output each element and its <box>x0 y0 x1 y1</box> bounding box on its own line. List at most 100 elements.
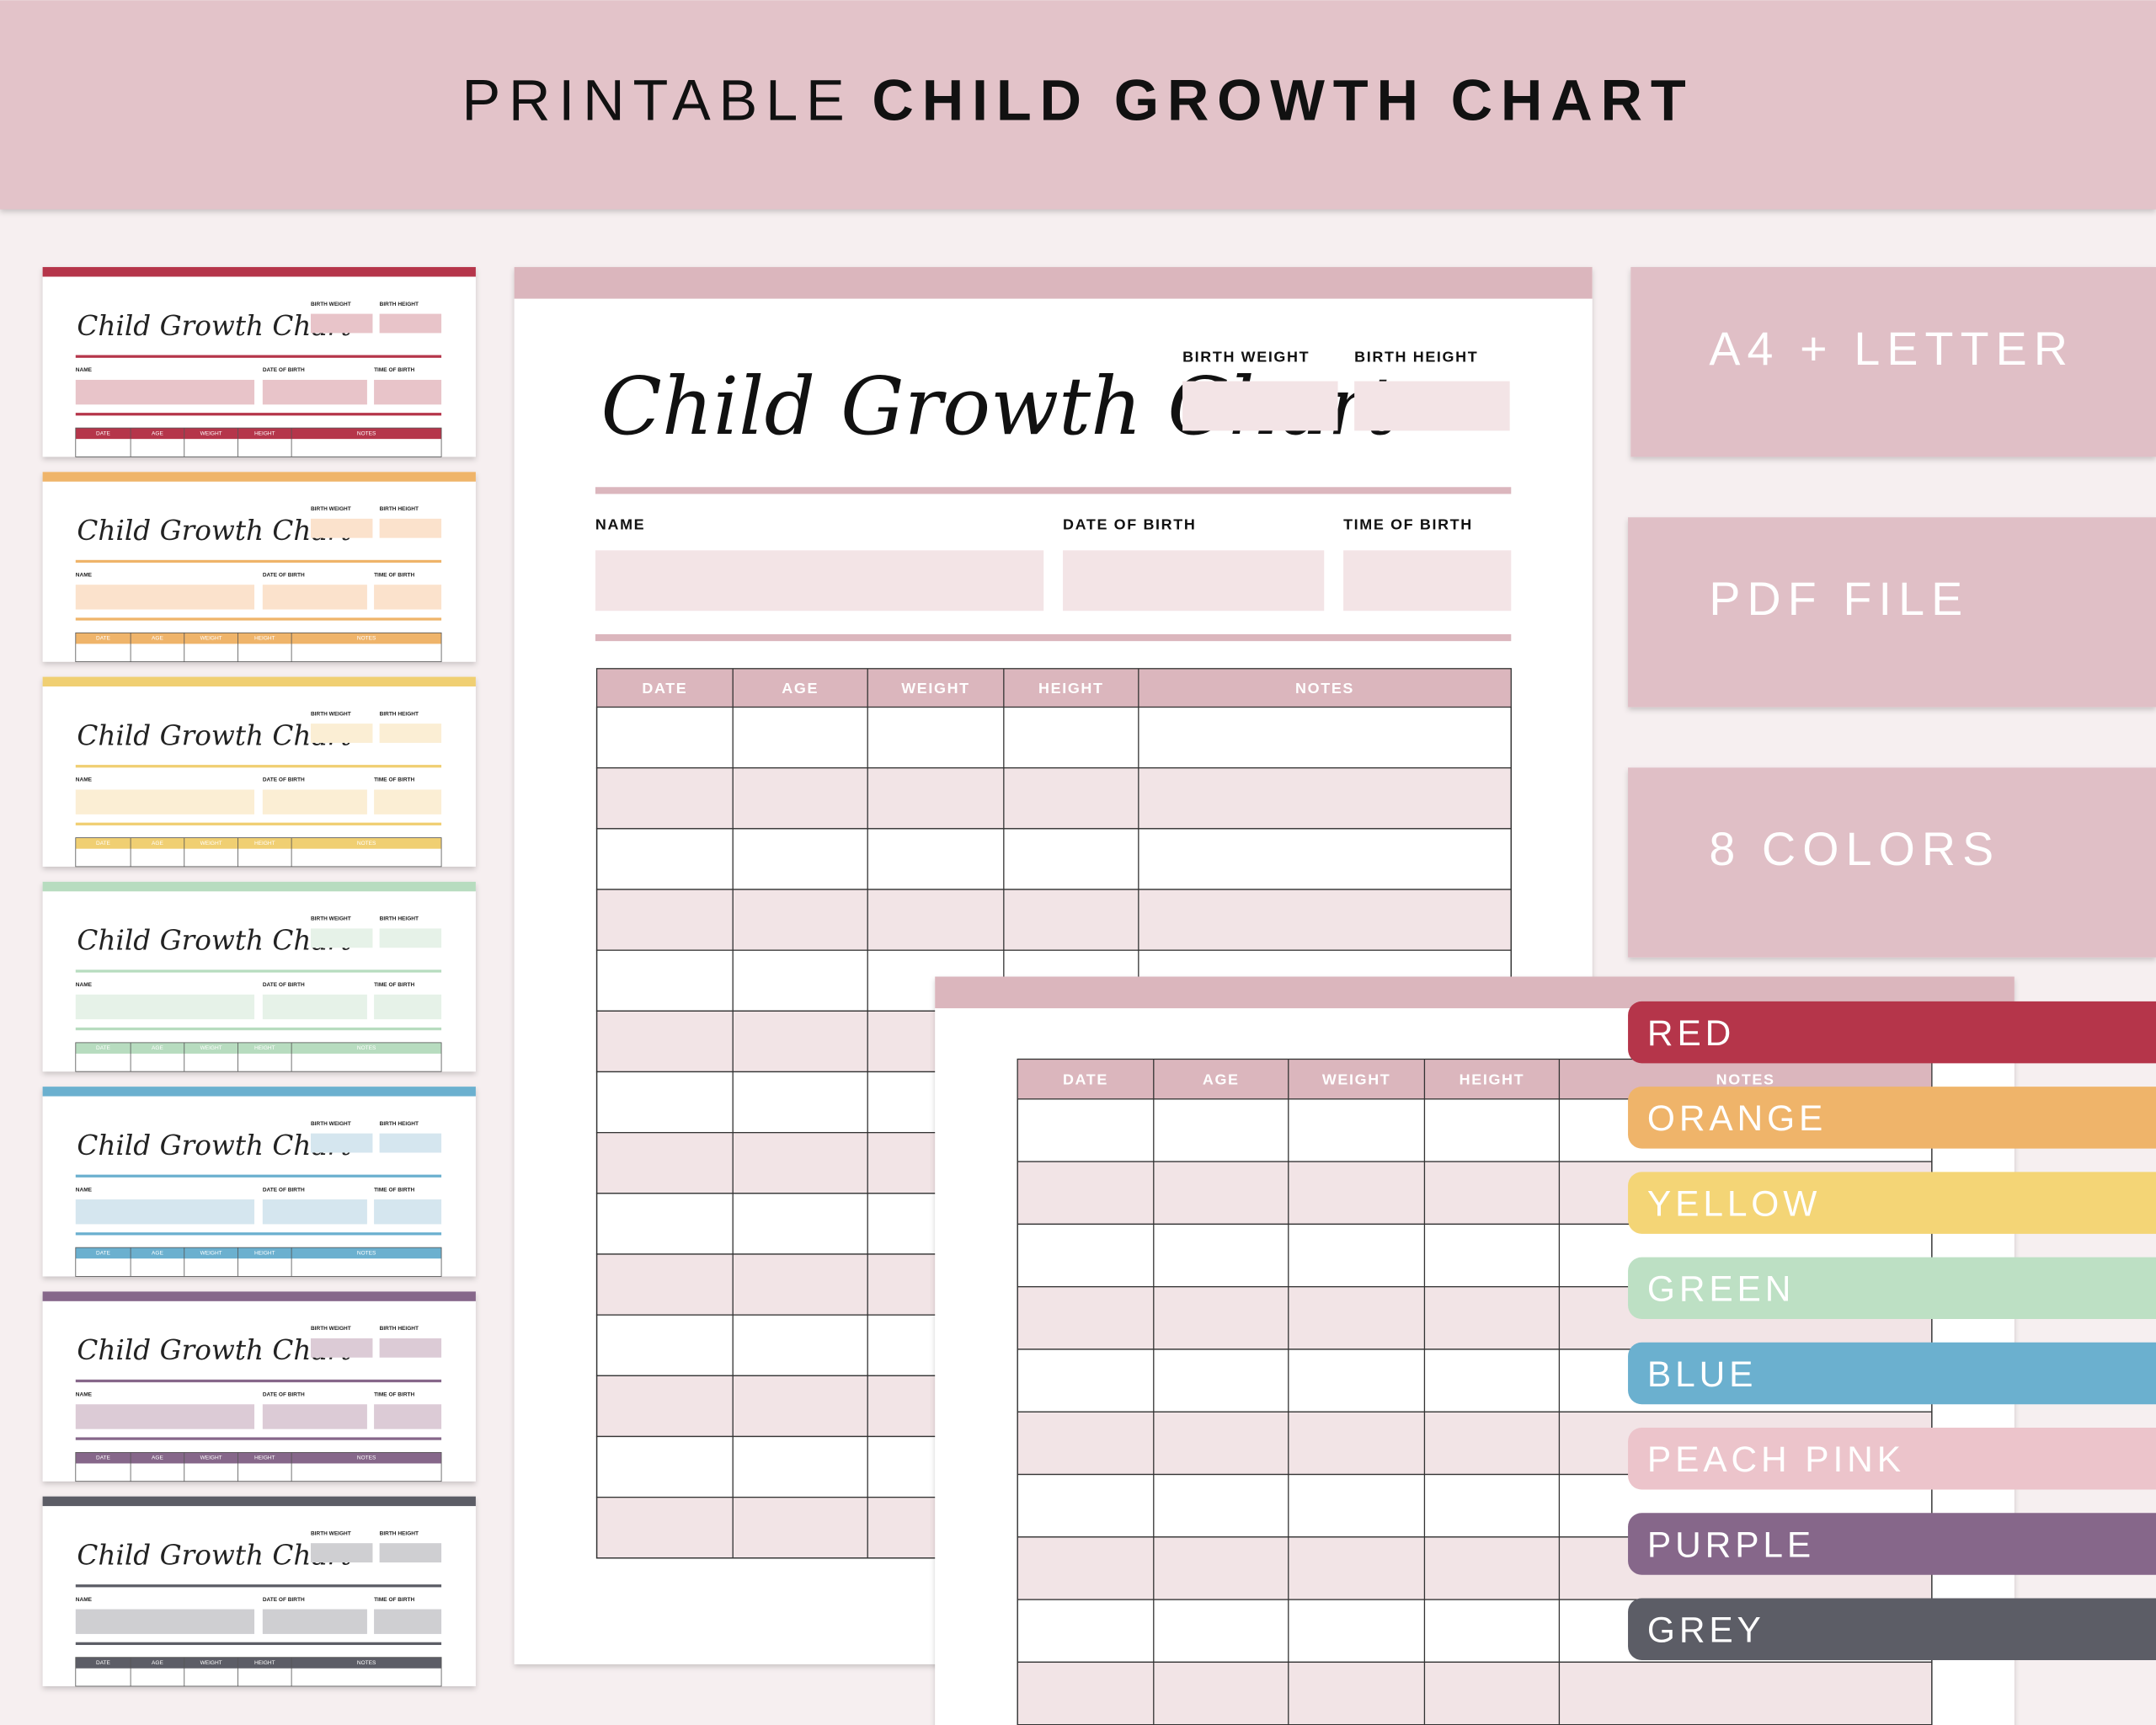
thumbnail-label: TIME OF BIRTH <box>374 1597 414 1603</box>
thumbnail: Child Growth Chart BIRTH WEIGHT BIRTH HEIG… <box>42 676 476 868</box>
thumbnail-table-header <box>75 1657 442 1669</box>
thumbnail-label: BIRTH WEIGHT <box>311 711 351 717</box>
thumbnail-field <box>310 1133 373 1153</box>
thumbnail-label: TIME OF BIRTH <box>374 1392 414 1398</box>
thumbnail-column: AGE <box>152 1250 163 1256</box>
thumbnail-label: TIME OF BIRTH <box>374 982 414 988</box>
feature-text: A4 + LETTER <box>1709 323 2074 375</box>
thumbnail-field <box>310 518 373 538</box>
thumbnail-column: WEIGHT <box>200 1045 222 1051</box>
rule <box>595 633 1512 642</box>
thumbnail: Child Growth Chart BIRTH WEIGHT BIRTH HEIG… <box>42 1496 476 1687</box>
thumbnail-label: BIRTH HEIGHT <box>380 302 419 307</box>
thumbnail-label: BIRTH WEIGHT <box>311 916 351 922</box>
color-name: GREEN <box>1647 1269 1795 1309</box>
sheet-bar <box>514 267 1593 299</box>
thumbnail-rule <box>75 1584 442 1588</box>
thumbnail-rule <box>75 1642 442 1645</box>
table-row <box>595 706 1512 769</box>
thumbnail-bar <box>42 1087 476 1097</box>
color-name: PEACH PINK <box>1647 1439 1905 1479</box>
column-header: NOTES <box>1716 1071 1775 1088</box>
thumbnail-page <box>42 1087 476 1277</box>
thumbnail-label: DATE OF BIRTH <box>263 1392 305 1398</box>
color-name: RED <box>1647 1013 1735 1053</box>
thumbnail-rule <box>75 969 442 973</box>
thumbnail-column: AGE <box>152 841 163 846</box>
thumbnail-label: NAME <box>76 1392 93 1398</box>
thumbnail-rule <box>75 1232 442 1236</box>
thumbnail-column: DATE <box>96 1455 111 1461</box>
thumbnail-label: BIRTH WEIGHT <box>311 1530 351 1536</box>
feature-card <box>1628 517 2156 708</box>
thumbnail-field <box>374 1609 442 1634</box>
thumbnail-page <box>42 472 476 662</box>
column-header: HEIGHT <box>1460 1071 1525 1088</box>
thumbnail-field <box>262 379 367 405</box>
thumbnail-title: Child Growth Chart <box>77 515 352 547</box>
thumbnail-column: HEIGHT <box>254 636 275 642</box>
thumbnail-field <box>310 1543 373 1563</box>
thumbnail-label: BIRTH HEIGHT <box>380 1326 419 1332</box>
thumbnail-field <box>75 585 255 610</box>
thumbnail-label: BIRTH WEIGHT <box>311 1121 351 1127</box>
thumbnail-column: NOTES <box>357 1660 376 1666</box>
thumbnail-field <box>379 1543 442 1563</box>
thumbnail-bar <box>42 1291 476 1301</box>
thumbnail-rule <box>75 822 442 825</box>
thumbnail-label: BIRTH WEIGHT <box>311 302 351 307</box>
header-light: PRINTABLE <box>462 68 852 133</box>
thumbnail-page <box>42 676 476 867</box>
thumbnail-table-header <box>75 1247 442 1259</box>
thumbnail: Child Growth Chart BIRTH WEIGHT BIRTH HEIG… <box>42 1087 476 1277</box>
thumbnail-field <box>379 1133 442 1153</box>
thumbnail-page <box>42 267 476 457</box>
thumbnail-page <box>42 1496 476 1686</box>
thumbnail-field <box>310 1338 373 1358</box>
thumbnail-label: DATE OF BIRTH <box>263 777 305 783</box>
thumbnail-rule <box>75 1027 442 1031</box>
column-header: AGE <box>1203 1071 1240 1088</box>
thumbnail-field <box>374 994 442 1020</box>
color-tab <box>1628 1428 2156 1490</box>
thumbnail-field <box>310 928 373 948</box>
thumbnail-field <box>75 789 255 814</box>
header-bold: CHILD GROWTH CHART <box>872 68 1694 133</box>
thumbnail-column: WEIGHT <box>200 841 222 846</box>
thumbnail-page <box>42 881 476 1072</box>
thumbnail-column: HEIGHT <box>254 1660 275 1666</box>
field-label: BIRTH WEIGHT <box>1182 349 1310 366</box>
thumbnail-column: DATE <box>96 1045 111 1051</box>
thumbnail-column: DATE <box>96 430 111 436</box>
thumbnail-title: Child Growth Chart <box>77 1539 352 1571</box>
thumbnail-label: DATE OF BIRTH <box>263 1597 305 1603</box>
thumbnail-field <box>262 789 367 814</box>
color-name: GREY <box>1647 1610 1765 1650</box>
thumbnail-label: TIME OF BIRTH <box>374 367 414 373</box>
column-header: WEIGHT <box>1322 1071 1391 1088</box>
thumbnail-bar <box>42 472 476 482</box>
field-box <box>1182 381 1338 431</box>
thumbnail-label: NAME <box>76 982 93 988</box>
column-header: HEIGHT <box>1038 680 1104 697</box>
color-tab <box>1628 1001 2156 1064</box>
thumbnail-rule <box>75 1379 442 1383</box>
thumbnail-table <box>75 1042 442 1072</box>
thumbnail-column: AGE <box>152 1660 163 1666</box>
thumbnail-field <box>379 724 442 743</box>
thumbnail-rule <box>75 1437 442 1440</box>
table-row <box>595 767 1512 830</box>
thumbnail-field <box>75 379 255 405</box>
thumbnail-rule <box>75 765 442 768</box>
thumbnail-table <box>75 837 442 868</box>
thumbnail-label: TIME OF BIRTH <box>374 777 414 783</box>
thumbnail-label: DATE OF BIRTH <box>263 982 305 988</box>
thumbnail-column: NOTES <box>357 1250 376 1256</box>
thumbnail-bar <box>42 881 476 892</box>
color-tab <box>1628 1598 2156 1660</box>
column-header: DATE <box>642 680 687 697</box>
thumbnail-column: DATE <box>96 841 111 846</box>
thumbnail-rule <box>75 355 442 358</box>
thumbnail-field <box>374 1199 442 1225</box>
rule <box>595 487 1512 494</box>
